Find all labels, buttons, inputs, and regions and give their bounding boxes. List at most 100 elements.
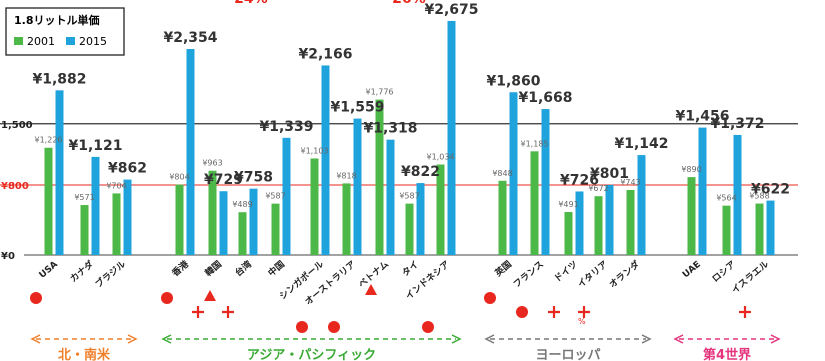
legend-swatch-2001 bbox=[14, 37, 23, 45]
data-label-2001: ¥1,776 bbox=[366, 88, 394, 97]
data-label-2001: ¥489 bbox=[232, 200, 252, 209]
y-tick-label: 1,500 bbox=[1, 120, 33, 131]
category-label: UAE bbox=[681, 260, 703, 281]
bar-2015 bbox=[637, 155, 646, 255]
marker-plus bbox=[548, 306, 560, 318]
data-label-2015: ¥726 bbox=[560, 172, 599, 188]
legend-label-2001: 2001 bbox=[27, 35, 55, 48]
bar-2015 bbox=[219, 191, 228, 255]
category-label: 中国 bbox=[265, 258, 287, 279]
marker-circle bbox=[296, 321, 308, 333]
bar-2001 bbox=[271, 203, 280, 255]
region-bracket-arrow-right bbox=[770, 334, 781, 344]
category-label: ベトナム bbox=[356, 259, 390, 290]
data-label-2015: ¥1,668 bbox=[518, 90, 572, 106]
marker-plus bbox=[578, 306, 590, 318]
marker-percent: % bbox=[578, 317, 586, 326]
bar-2015 bbox=[186, 49, 195, 256]
data-label-2001: ¥491 bbox=[558, 200, 578, 209]
data-label-2015: ¥862 bbox=[108, 161, 147, 177]
bar-2001 bbox=[626, 189, 635, 255]
marker-plus bbox=[739, 306, 751, 318]
bar-2015 bbox=[575, 191, 584, 255]
bar-2001 bbox=[436, 164, 445, 255]
region-groups: 北・南米 アジア・パシフィック ヨーロッパ 第4世界 bbox=[30, 334, 781, 361]
bar-2001 bbox=[687, 177, 696, 255]
bar-2001 bbox=[310, 158, 319, 255]
category-label: 韓国 bbox=[202, 258, 224, 279]
category-label: 英国 bbox=[492, 258, 514, 279]
region-label: アジア・パシフィック bbox=[247, 348, 376, 361]
change-annotation: −24% bbox=[222, 0, 267, 7]
bar-2001 bbox=[594, 196, 603, 255]
category-label: タイ bbox=[399, 258, 421, 279]
data-label-2001: ¥1,226 bbox=[35, 136, 63, 145]
bar-2015 bbox=[605, 184, 614, 255]
bar-2015 bbox=[509, 92, 518, 255]
change-annotation: −26% bbox=[380, 0, 425, 7]
bar-2001 bbox=[175, 184, 184, 255]
region-bracket-arrow-left bbox=[673, 334, 684, 344]
bar-2001 bbox=[722, 205, 731, 255]
region-bracket-arrow-right bbox=[451, 334, 462, 344]
data-label-2015: ¥758 bbox=[234, 170, 273, 186]
bar-2001 bbox=[755, 203, 764, 255]
data-label-2001: ¥890 bbox=[681, 165, 701, 174]
data-label-2001: ¥818 bbox=[336, 171, 356, 180]
category-label: ロシア bbox=[710, 259, 738, 285]
y-axis: ¥0 ¥800 1,500 bbox=[1, 120, 33, 262]
legend-title: 1.8リットル単価 bbox=[14, 13, 100, 27]
data-labels: ¥1,226 ¥1,882 ¥571 ¥1,121 ¥704 ¥862 ¥804 ¥2,354… bbox=[32, 2, 790, 209]
annotations: −24% −26% bbox=[222, 0, 425, 7]
marker-circle bbox=[328, 321, 340, 333]
category-label: イタリア bbox=[575, 258, 610, 290]
data-label-2001: ¥571 bbox=[74, 193, 94, 202]
data-label-2001: ¥963 bbox=[202, 159, 222, 168]
y-tick-label: ¥0 bbox=[1, 251, 15, 262]
bar-2001 bbox=[80, 205, 89, 255]
bar-2015 bbox=[447, 20, 456, 255]
data-label-2001: ¥587 bbox=[399, 192, 419, 201]
data-label-2001: ¥588 bbox=[749, 192, 769, 201]
bar-2001 bbox=[498, 180, 507, 255]
bar-2015 bbox=[249, 188, 258, 255]
marker-triangle bbox=[204, 290, 216, 301]
data-label-2015: ¥2,675 bbox=[424, 2, 478, 18]
bar-2015 bbox=[91, 156, 100, 255]
data-label-2001: ¥1,185 bbox=[521, 139, 549, 148]
bar-2015 bbox=[386, 139, 395, 255]
bar-2001 bbox=[238, 212, 247, 255]
marker-plus bbox=[222, 306, 234, 318]
legend-box bbox=[5, 7, 125, 56]
bar-2015 bbox=[416, 183, 425, 255]
bar-2001 bbox=[375, 99, 384, 255]
data-label-2001: ¥1,103 bbox=[301, 146, 329, 155]
legend: 1.8リットル単価 2001 2015 bbox=[5, 7, 125, 56]
data-label-2015: ¥2,166 bbox=[298, 46, 352, 62]
data-label-2015: ¥1,860 bbox=[486, 73, 540, 89]
data-label-2001: ¥587 bbox=[265, 192, 285, 201]
data-label-2015: ¥1,372 bbox=[710, 116, 764, 132]
data-label-2001: ¥704 bbox=[106, 181, 126, 190]
legend-label-2015: 2015 bbox=[79, 35, 107, 48]
bar-2015 bbox=[321, 65, 330, 255]
bar-2001 bbox=[564, 212, 573, 255]
marker-circle bbox=[484, 292, 496, 304]
data-label-2015: ¥822 bbox=[401, 164, 440, 180]
region-label: 第4世界 bbox=[703, 347, 751, 361]
bar-2001 bbox=[342, 183, 351, 255]
bar-2001 bbox=[208, 170, 217, 255]
marker-circle bbox=[422, 321, 434, 333]
category-label: イスラエル bbox=[730, 259, 771, 296]
bar-2015 bbox=[733, 134, 742, 255]
category-label: オランダ bbox=[607, 258, 642, 290]
bar-2001 bbox=[530, 151, 539, 255]
region-bracket-arrow-left bbox=[30, 334, 41, 344]
category-label: 香港 bbox=[169, 257, 192, 279]
bar-2001 bbox=[44, 147, 53, 255]
category-label: 台湾 bbox=[232, 258, 254, 279]
bar-2001 bbox=[405, 203, 414, 255]
region-bracket-arrow-right bbox=[641, 334, 652, 344]
